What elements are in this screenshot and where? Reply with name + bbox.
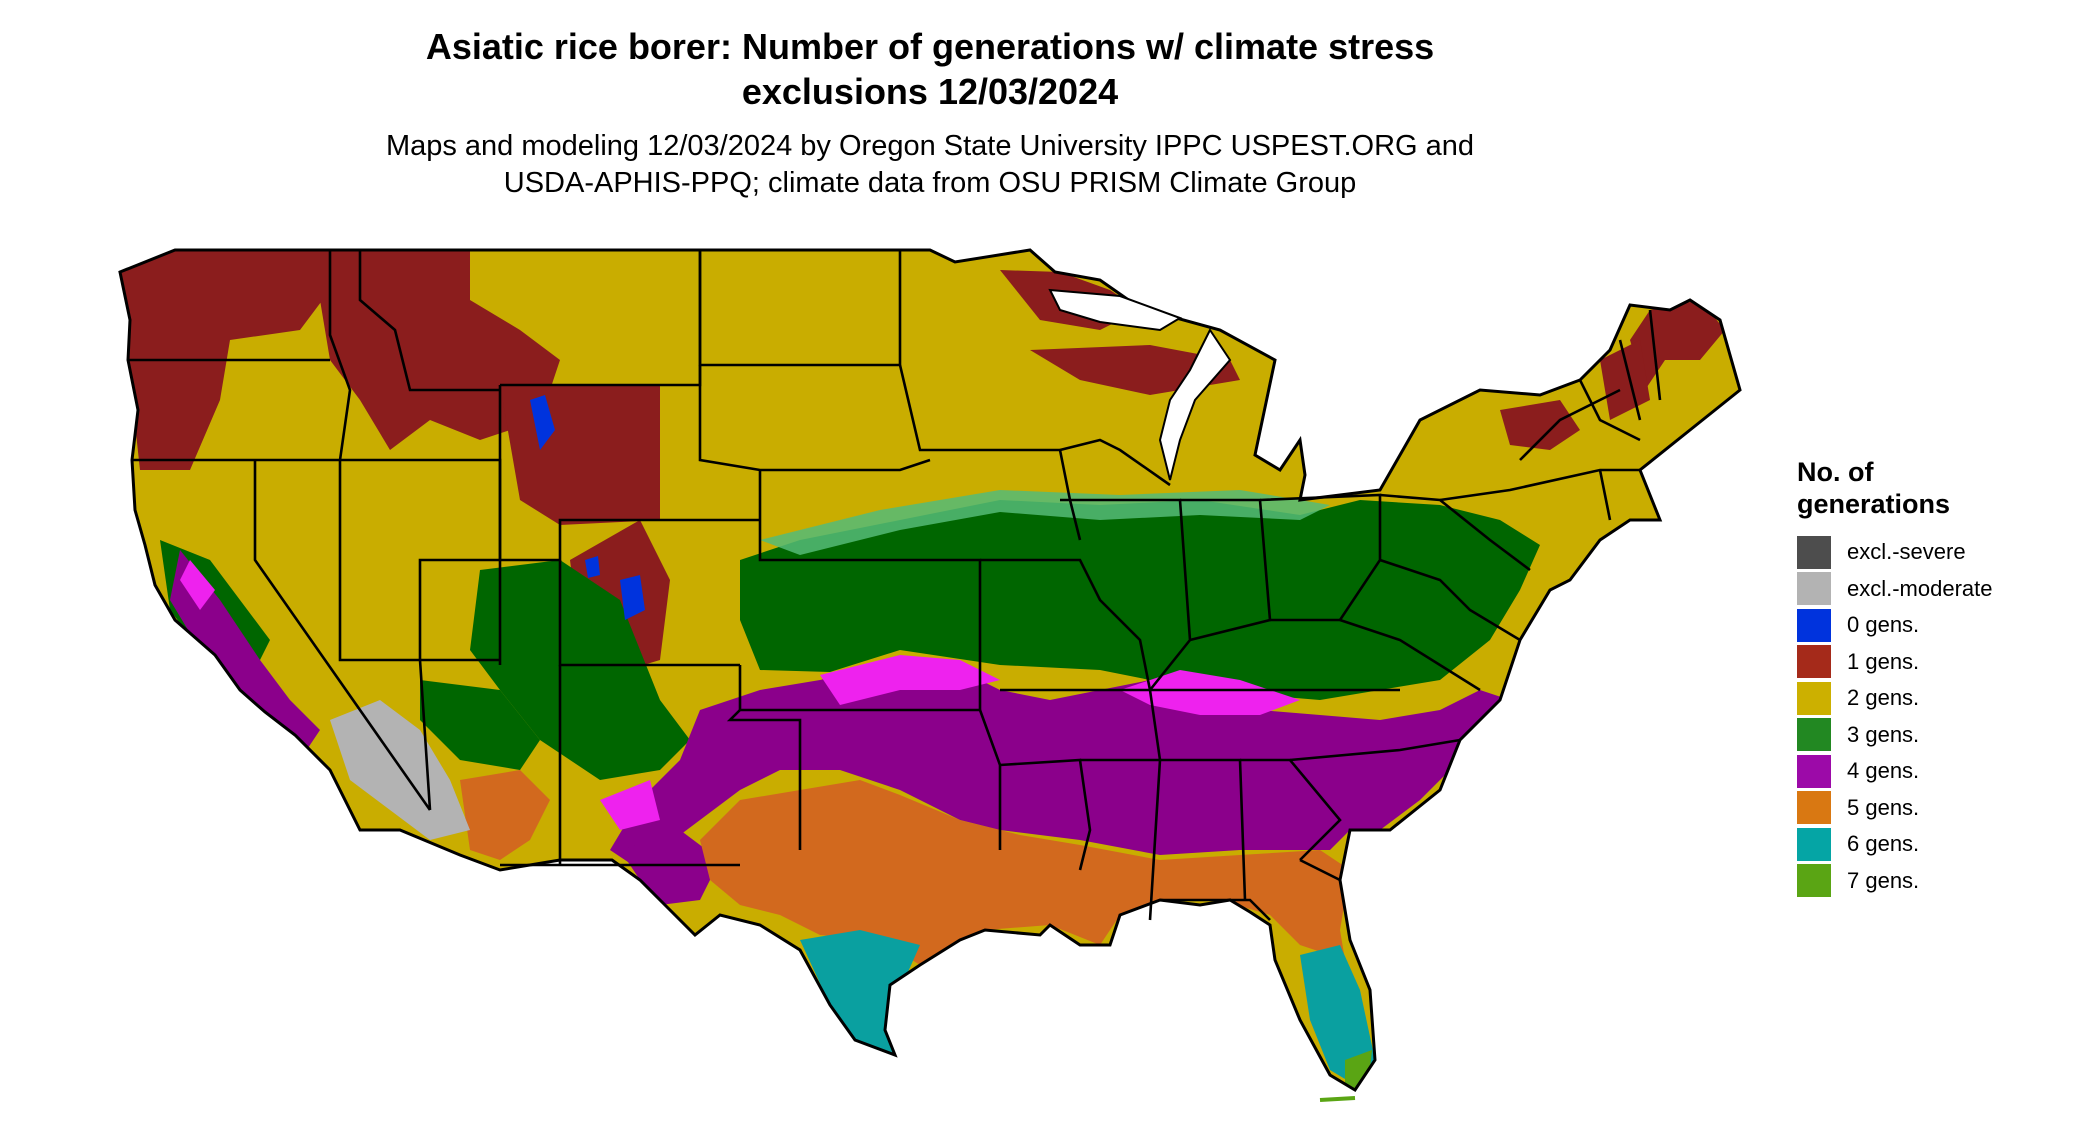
zero-gen-patches bbox=[530, 395, 645, 620]
state-boundaries bbox=[128, 250, 1662, 921]
legend-item: 5 gens. bbox=[1797, 790, 2087, 827]
us-map-svg bbox=[118, 248, 1742, 1102]
legend-item: 2 gens. bbox=[1797, 680, 2087, 717]
great-lakes bbox=[1048, 288, 1232, 481]
map-subtitle: Maps and modeling 12/03/2024 by Oregon S… bbox=[300, 128, 1560, 202]
legend-label: 2 gens. bbox=[1847, 685, 1920, 711]
excl-moderate-region bbox=[330, 700, 470, 840]
legend-item: excl.-moderate bbox=[1797, 571, 2087, 608]
legend-label: excl.-severe bbox=[1847, 539, 1966, 565]
legend-swatch bbox=[1797, 535, 1831, 569]
four-gen-region bbox=[170, 550, 1510, 905]
legend-item: 7 gens. bbox=[1797, 863, 2087, 900]
six-gen-region bbox=[800, 930, 1375, 1085]
legend-swatch bbox=[1797, 718, 1831, 752]
legend-title-line-1: No. of bbox=[1797, 457, 1874, 487]
florida-keys bbox=[1319, 1096, 1356, 1102]
subtitle-line-1: Maps and modeling 12/03/2024 by Oregon S… bbox=[385, 130, 1475, 162]
legend-swatch bbox=[1797, 608, 1831, 642]
legend-item: 3 gens. bbox=[1797, 717, 2087, 754]
four-gen-bright-edge bbox=[180, 560, 1300, 830]
three-gen-light-edge bbox=[760, 490, 1330, 555]
legend-label: 0 gens. bbox=[1847, 612, 1920, 638]
five-gen-region bbox=[460, 770, 1350, 965]
legend-label: 6 gens. bbox=[1847, 831, 1920, 857]
legend-swatch bbox=[1797, 681, 1831, 715]
map-title: Asiatic rice borer: Number of generation… bbox=[300, 24, 1560, 114]
legend-swatch bbox=[1797, 645, 1831, 679]
legend-title: No. of generations bbox=[1797, 456, 2087, 520]
us-map bbox=[110, 232, 1760, 1116]
subtitle-line-2: USDA-APHIS-PPQ; climate data from OSU PR… bbox=[503, 167, 1357, 199]
legend-label: 4 gens. bbox=[1847, 758, 1920, 784]
legend-item: 1 gens. bbox=[1797, 644, 2087, 681]
legend-swatch bbox=[1797, 864, 1831, 898]
legend-label: 3 gens. bbox=[1847, 721, 1920, 747]
legend-label: excl.-moderate bbox=[1847, 575, 1993, 601]
map-legend: No. of generations excl.-severe excl.-mod… bbox=[1797, 456, 2087, 899]
legend-item: 4 gens. bbox=[1797, 753, 2087, 790]
legend-swatch bbox=[1797, 572, 1831, 606]
legend-items: excl.-severe excl.-moderate 0 gens. 1 gens.… bbox=[1797, 534, 2087, 899]
legend-label: 5 gens. bbox=[1847, 794, 1920, 820]
legend-swatch bbox=[1797, 754, 1831, 788]
title-line-1: Asiatic rice borer: Number of generation… bbox=[425, 26, 1435, 67]
legend-label: 7 gens. bbox=[1847, 867, 1920, 893]
generation-fill bbox=[120, 250, 1740, 1090]
legend-swatch bbox=[1797, 827, 1831, 861]
legend-item: 0 gens. bbox=[1797, 607, 2087, 644]
legend-label: 1 gens. bbox=[1847, 648, 1920, 674]
legend-swatch bbox=[1797, 791, 1831, 825]
legend-item: excl.-severe bbox=[1797, 534, 2087, 571]
legend-title-line-2: generations bbox=[1797, 489, 1951, 519]
title-line-2: exclusions 12/03/2024 bbox=[741, 71, 1119, 112]
legend-item: 6 gens. bbox=[1797, 826, 2087, 863]
